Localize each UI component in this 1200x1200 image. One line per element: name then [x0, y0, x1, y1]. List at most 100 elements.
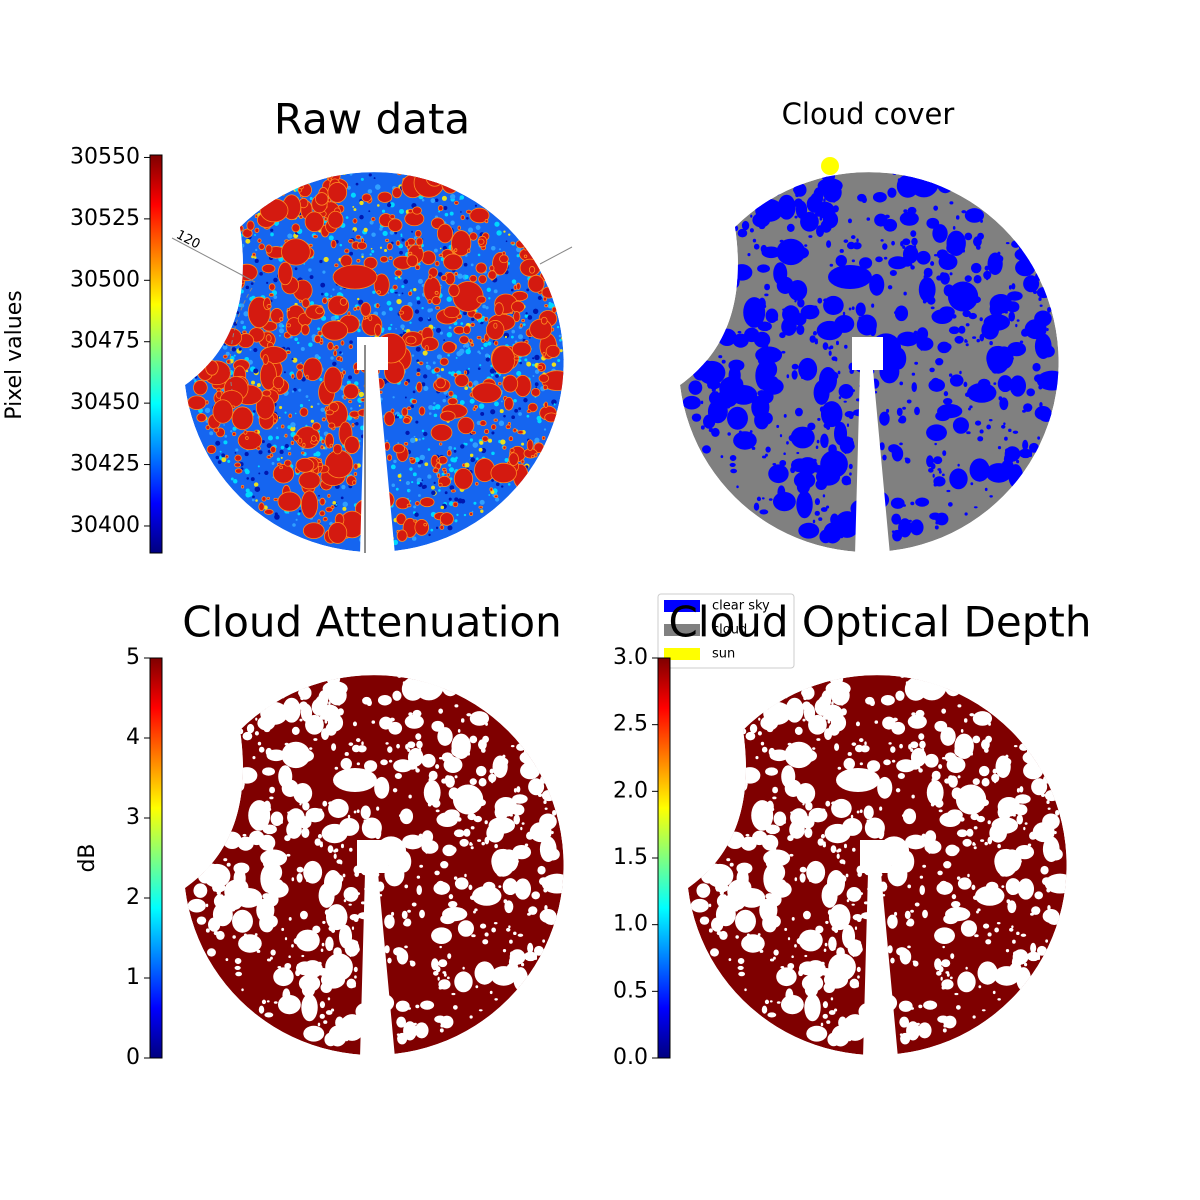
blob	[464, 873, 467, 878]
blob	[730, 468, 738, 474]
colorbar-tick-label: 1	[126, 965, 140, 990]
speckle	[280, 188, 286, 193]
blob	[918, 523, 922, 526]
blob	[388, 759, 393, 763]
panel-title: Cloud Attenuation	[182, 598, 562, 647]
blob	[780, 994, 804, 1015]
blob	[526, 409, 532, 414]
blob	[516, 786, 521, 793]
blob	[328, 1025, 347, 1047]
speckle	[396, 414, 400, 417]
blob	[813, 942, 822, 948]
blob	[888, 444, 900, 453]
blob	[956, 876, 961, 880]
blob	[715, 902, 736, 927]
blob	[288, 955, 291, 958]
speckle	[216, 315, 222, 322]
speckle	[308, 268, 312, 272]
speckle	[231, 262, 237, 268]
speckle	[231, 347, 237, 352]
speckle	[463, 311, 467, 316]
blob	[343, 886, 359, 902]
blob	[818, 695, 832, 709]
speckle	[428, 533, 431, 537]
speckle	[399, 479, 402, 482]
blob	[1015, 844, 1035, 860]
blob	[700, 425, 705, 430]
blob	[765, 446, 771, 453]
blob	[757, 264, 770, 273]
blob	[414, 264, 421, 271]
blob	[454, 248, 458, 252]
speckle	[395, 291, 398, 294]
speckle	[276, 427, 279, 429]
blob	[453, 876, 458, 880]
speckle	[278, 416, 281, 419]
speckle	[470, 263, 474, 267]
blob	[396, 1016, 407, 1028]
blob	[190, 346, 194, 351]
blob	[980, 219, 983, 223]
blob	[964, 232, 973, 241]
blob	[749, 723, 758, 734]
speckle	[401, 292, 404, 295]
speckle	[233, 314, 237, 318]
blob	[280, 424, 285, 429]
blob	[1018, 448, 1033, 459]
speckle	[472, 442, 479, 448]
blob	[794, 215, 798, 219]
blob	[409, 960, 414, 964]
speckle	[419, 454, 425, 461]
blob	[411, 902, 417, 907]
blob	[385, 742, 389, 745]
blob	[802, 688, 807, 692]
speckle	[525, 312, 528, 315]
blob	[1032, 365, 1038, 370]
speckle	[440, 505, 445, 510]
speckle	[532, 308, 539, 315]
blob	[891, 759, 896, 763]
blob	[277, 491, 302, 512]
blob	[1028, 442, 1039, 453]
blob	[534, 956, 538, 961]
blob	[835, 340, 839, 346]
blob	[299, 688, 304, 692]
blob	[755, 361, 772, 390]
blob	[478, 778, 487, 787]
blob	[774, 466, 778, 469]
blob	[891, 240, 895, 246]
blob	[914, 902, 920, 907]
blob	[831, 680, 835, 684]
speckle	[252, 495, 255, 499]
blob	[774, 317, 778, 321]
blob	[302, 801, 310, 811]
blob	[302, 522, 325, 540]
speckle	[419, 459, 424, 464]
blob	[831, 925, 838, 932]
speckle	[453, 449, 457, 453]
blob	[314, 334, 322, 344]
speckle	[234, 255, 240, 261]
blob	[438, 708, 444, 714]
blob	[236, 767, 258, 784]
blob	[945, 971, 950, 974]
blob	[895, 690, 905, 701]
blob	[473, 910, 476, 914]
blob	[899, 442, 903, 446]
blob	[327, 845, 334, 853]
speckle	[298, 509, 302, 513]
blob	[534, 453, 538, 458]
blob	[436, 223, 454, 244]
speckle	[490, 245, 496, 251]
blob	[273, 967, 294, 987]
blob	[418, 747, 422, 752]
blob	[450, 489, 456, 493]
blob	[702, 814, 718, 829]
speckle	[212, 290, 215, 294]
blob	[922, 909, 928, 919]
blob	[859, 809, 863, 813]
blob	[782, 969, 786, 972]
speckle	[452, 183, 456, 186]
speckle	[563, 358, 564, 361]
blob	[898, 1000, 913, 1012]
